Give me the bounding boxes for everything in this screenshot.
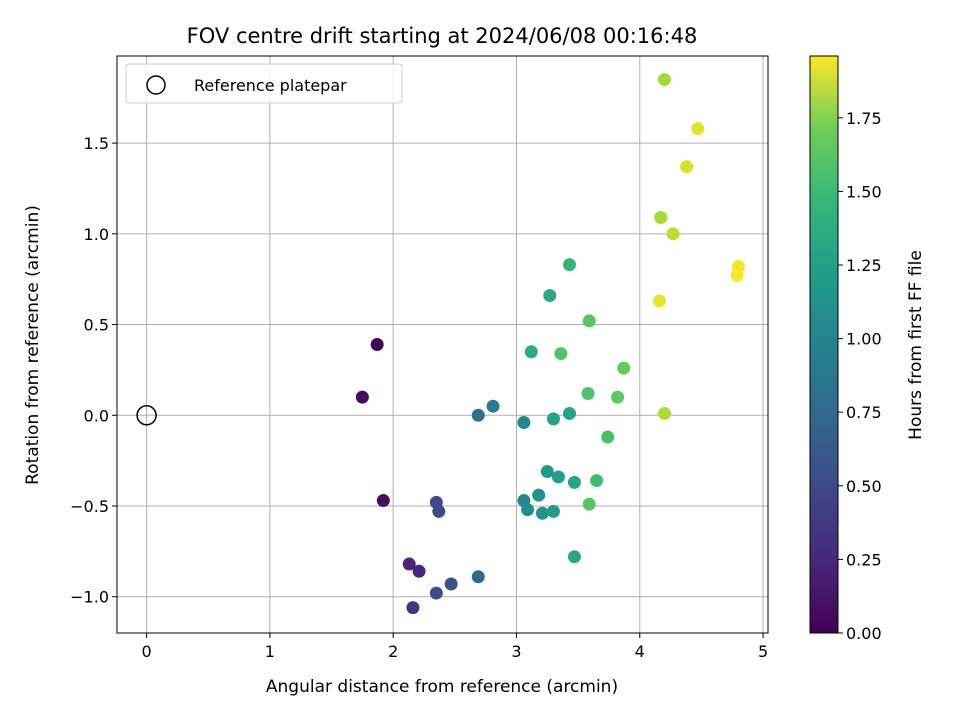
data-point [653,294,666,308]
data-point [617,361,631,375]
data-point [654,210,668,224]
chart-title: FOV centre drift starting at 2024/06/08 … [187,24,698,48]
x-tick-label: 1 [265,642,275,661]
data-point [680,160,694,174]
x-tick-label: 2 [388,642,398,661]
data-point [730,269,744,283]
y-tick-label: 0.5 [84,316,109,335]
y-axis-label: Rotation from reference (arcmin) [23,205,43,485]
data-point [546,504,560,518]
data-point [471,408,485,422]
data-point [540,465,554,479]
colorbar-tick-label: 0.25 [846,550,882,569]
x-tick-label: 3 [511,642,521,661]
reference-point [136,405,157,426]
data-point [429,586,443,600]
data-point [532,488,546,502]
colorbar-tick-label: 1.25 [846,256,882,275]
colorbar-gradient [809,55,839,634]
colorbar: 0.00 0.25 0.50 0.75 1.00 1.25 1.50 1.75 Hours f… [809,55,926,643]
data-point [432,504,446,518]
legend-box [125,63,403,104]
colorbar-tick-label: 1.50 [846,182,882,201]
y-tick-label: 0.0 [84,406,109,425]
legend-marker [146,75,166,95]
data-point [471,570,485,584]
data-point [562,258,576,272]
data-point [657,406,671,420]
data-point [562,406,576,420]
colorbar-tick-label: 0.50 [846,477,882,496]
data-point [546,412,560,426]
colorbar-tick-label: 0.00 [846,624,882,643]
data-point [691,122,705,136]
y-tick-label: −1.0 [70,588,109,607]
data-point [444,577,458,591]
data-point [657,73,671,87]
y-tick-label: 1.0 [84,225,109,244]
colorbar-tick-label: 0.75 [846,403,882,422]
data-point [524,345,538,359]
y-tick-label: −0.5 [70,497,109,516]
data-point [567,475,581,489]
colorbar-label: Hours from first FF file [906,250,926,440]
data-point [535,506,549,520]
data-point [355,390,369,404]
y-axis-ticks: −1.0 −0.5 0.0 0.5 1.0 1.5 [70,134,117,607]
x-axis-label: Angular distance from reference (arcmin) [266,677,618,697]
data-point [590,474,604,488]
grid [117,56,768,633]
data-point [582,497,596,511]
data-point [517,416,531,430]
data-point [406,601,420,615]
x-tick-label: 4 [635,642,645,661]
x-tick-label: 0 [141,642,151,661]
plot-frame [116,55,769,634]
legend-label: Reference platepar [194,76,347,95]
data-points [136,73,745,615]
data-point [554,347,568,361]
data-point [412,564,426,578]
colorbar-tick-label: 1.75 [846,109,882,128]
colorbar-tick-label: 1.00 [846,330,882,349]
x-axis-ticks: 0 1 2 3 4 5 [141,633,768,661]
x-tick-label: 5 [758,642,768,661]
data-point [611,390,625,404]
data-point [582,314,596,328]
data-point [486,399,500,413]
data-point [551,470,565,484]
data-point [543,289,557,303]
data-point [581,386,595,400]
colorbar-ticks: 0.00 0.25 0.50 0.75 1.00 1.25 1.50 1.75 [838,109,882,643]
data-point [666,227,680,241]
data-point [601,430,615,444]
data-point [370,338,384,351]
legend: Reference platepar [125,63,403,104]
data-point [567,550,581,564]
y-tick-label: 1.5 [84,134,109,153]
data-point [521,503,535,517]
data-point [402,557,416,571]
data-point [376,494,390,508]
